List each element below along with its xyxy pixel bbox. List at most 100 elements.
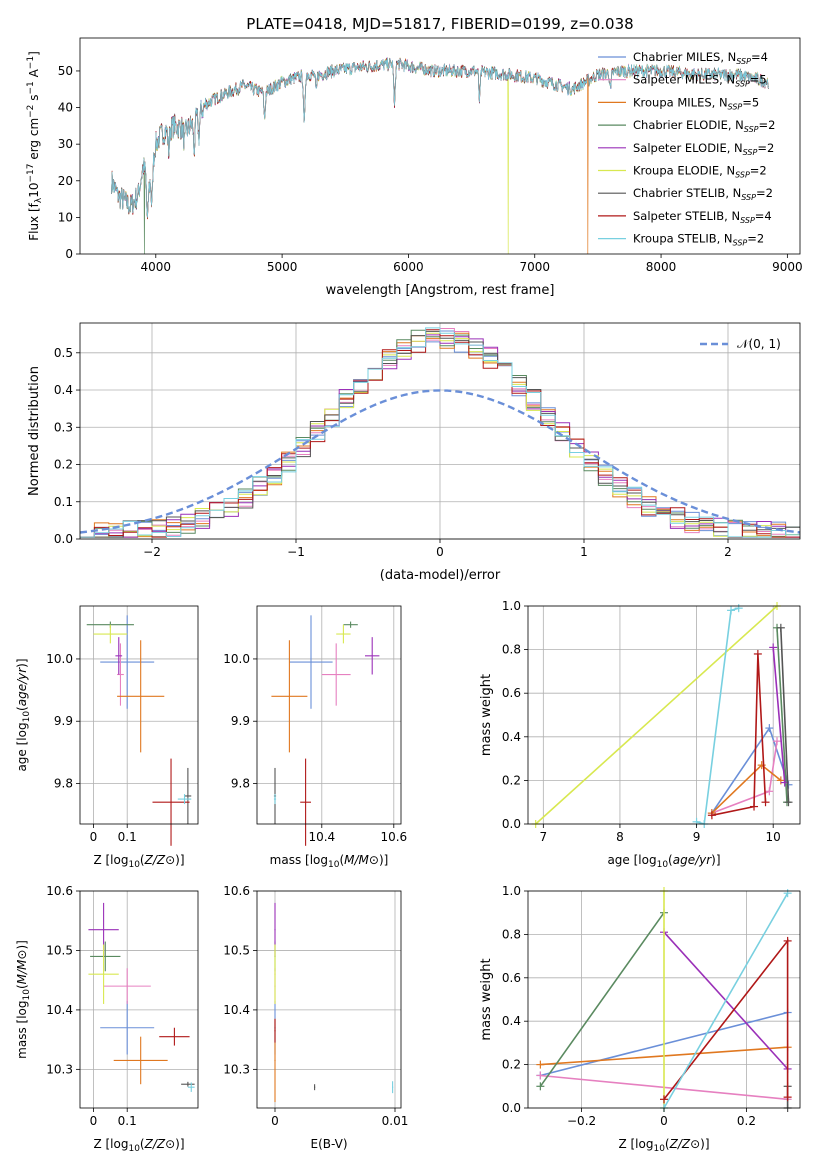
legend-entry: Chabrier STELIB, NSSP=2: [633, 186, 773, 202]
y-tick-label: 0.2: [502, 773, 521, 787]
y-tick-label: 0.0: [54, 532, 73, 546]
mass-vs-Z-panel: 0 0.1 10.3 10.4 10.5 10.6 Z [log10(Z/Z⊙)] mass …: [15, 884, 199, 1154]
chart-title: PLATE=0418, MJD=51817, FIBERID=0199, z=0…: [246, 15, 633, 33]
legend-entry: Kroupa STELIB, NSSP=2: [633, 232, 764, 248]
y-tick-label: 10.3: [46, 1062, 73, 1076]
x-axis-label: Z [log10(Z/Z⊙)]: [618, 1137, 709, 1154]
weight-series-line: [772, 647, 786, 783]
y-tick-label: 10.5: [223, 943, 250, 957]
plot-frame: [79, 37, 801, 255]
x-tick-label: 8000: [646, 260, 677, 274]
y-axis-label: age [log10(age/yr)]: [15, 658, 32, 771]
mass-vs-ebv-panel: 0 0.01 10.3 10.4 10.5 10.6 E(B-V): [223, 884, 408, 1151]
x-tick-label: 9: [693, 830, 701, 844]
y-axis-label: mass weight: [479, 674, 494, 756]
weight-series-line: [696, 607, 739, 826]
y-tick-label: 9.9: [231, 714, 250, 728]
y-tick-label: 0.0: [502, 1101, 521, 1115]
x-tick-label: 0: [436, 545, 444, 559]
x-tick-label: 7: [540, 830, 548, 844]
y-axis-label: Normed distribution: [27, 366, 42, 496]
y-tick-label: 0.6: [502, 686, 521, 700]
x-tick-label: 10: [766, 830, 781, 844]
y-tick-label: 1.0: [502, 884, 521, 898]
y-tick-label: 10.6: [223, 884, 250, 898]
y-tick-label: 10: [58, 210, 73, 224]
x-tick-label: −0.2: [567, 1114, 596, 1128]
x-tick-label: 8: [616, 830, 624, 844]
y-tick-label: 10.5: [46, 943, 73, 957]
y-tick-label: 0: [65, 247, 73, 261]
x-tick-label: 5000: [267, 260, 298, 274]
y-tick-label: 9.8: [231, 777, 250, 791]
plot-frame: [256, 890, 402, 1109]
spectrum-series-line: [111, 57, 769, 255]
x-tick-label: 0.1: [118, 1114, 137, 1128]
x-tick-label: 6000: [393, 260, 424, 274]
x-tick-label: −1: [287, 545, 305, 559]
y-tick-label: 10.6: [46, 884, 73, 898]
x-axis-label: E(B-V): [310, 1137, 347, 1151]
weight-series-line: [780, 627, 790, 803]
y-axis-label: mass [log10(M/M⊙)]: [15, 940, 32, 1059]
weight-series-line: [776, 627, 788, 803]
weight-series-line: [535, 605, 778, 825]
x-axis-label: Z [log10(Z/Z⊙)]: [93, 853, 184, 870]
y-axis-label: Flux [fλ10−17 erg cm−2 s−1 A−1]: [26, 51, 44, 241]
y-tick-label: 0.6: [502, 971, 521, 985]
normal-curve: [79, 389, 801, 534]
x-tick-label: 0: [90, 830, 98, 844]
spectrum-panel: 4000 5000 6000 7000 8000 9000 0 10 20 30 40 50 wavel…: [26, 37, 803, 298]
x-tick-label: 0: [271, 1114, 279, 1128]
x-axis-label: Z [log10(Z/Z⊙)]: [93, 1137, 184, 1154]
residuals-panel: −2 −1 0 1 2 0.0 0.1 0.2 0.3 0.4 0.5 (data-model)/er…: [27, 322, 801, 583]
y-tick-label: 50: [58, 64, 73, 78]
x-axis-label: mass [log10(M/M⊙)]: [270, 853, 389, 870]
y-tick-label: 9.9: [54, 714, 73, 728]
y-axis-label: mass weight: [479, 958, 494, 1040]
plot-frame: [527, 605, 801, 825]
x-tick-label: 0: [90, 1114, 98, 1128]
legend-entry: Kroupa MILES, NSSP=5: [633, 95, 759, 111]
y-tick-label: 0.1: [54, 495, 73, 509]
histogram-series: [80, 330, 800, 538]
histogram-series: [80, 327, 800, 538]
x-tick-label: −2: [143, 545, 161, 559]
weight-series-line: [711, 653, 767, 817]
y-tick-label: 0.8: [502, 643, 521, 657]
age-vs-mass-panel: 10.4 10.6 9.8 9.9 10.0 mass [log10(M/M⊙)]: [223, 605, 407, 870]
x-tick-label: 2: [724, 545, 732, 559]
legend-entry: Salpeter STELIB, NSSP=4: [633, 209, 772, 225]
x-tick-label: 7000: [519, 260, 550, 274]
x-tick-label: 1: [580, 545, 588, 559]
x-axis-label: age [log10(age/yr)]: [607, 853, 720, 870]
x-axis-label: (data-model)/error: [380, 568, 501, 583]
y-tick-label: 0.8: [502, 927, 521, 941]
legend-entry: Kroupa ELODIE, NSSP=2: [633, 164, 767, 180]
y-tick-label: 9.8: [54, 777, 73, 791]
y-tick-label: 0.2: [502, 1058, 521, 1072]
plot-frame: [79, 890, 199, 1109]
weight-vs-age-panel: 7 8 9 10 0.0 0.2 0.4 0.6 0.8 1.0 age [log10(age/yr…: [479, 599, 801, 870]
legend-entry: Salpeter ELODIE, NSSP=2: [633, 141, 774, 157]
spectrum-series-line: [111, 57, 769, 218]
y-tick-label: 10.0: [46, 652, 73, 666]
y-tick-label: 40: [58, 101, 73, 115]
weight-vs-Z-panel: −0.2 0 0.2 0.0 0.2 0.4 0.6 0.8 1.0 Z [log10(Z/Z⊙)…: [479, 884, 801, 1154]
x-tick-label: 0.01: [382, 1114, 409, 1128]
x-tick-label: 0: [660, 1114, 668, 1128]
spectrum-series-line: [111, 57, 769, 255]
y-tick-label: 30: [58, 137, 73, 151]
x-tick-label: 0.1: [118, 830, 137, 844]
y-tick-label: 0.3: [54, 420, 73, 434]
x-tick-label: 10.4: [308, 830, 335, 844]
y-tick-label: 20: [58, 174, 73, 188]
plot-frame: [79, 605, 199, 825]
plot-frame: [256, 605, 402, 825]
x-tick-label: 4000: [141, 260, 172, 274]
y-tick-label: 0.2: [54, 458, 73, 472]
y-tick-label: 0.4: [54, 383, 73, 397]
weight-series-line: [663, 892, 789, 1109]
y-tick-label: 0.4: [502, 730, 521, 744]
